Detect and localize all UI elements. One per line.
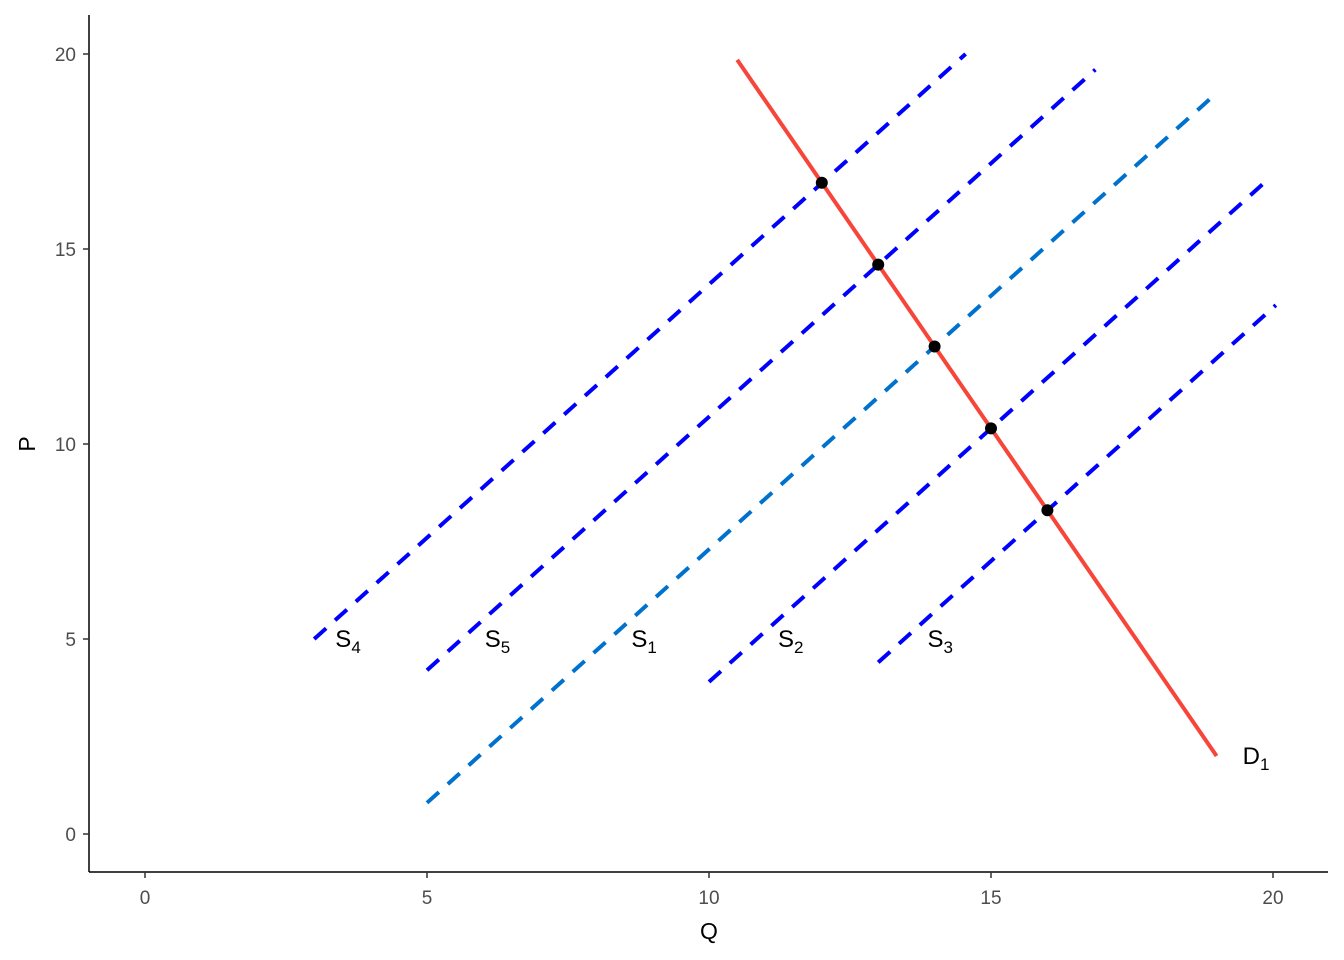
x-tick-label: 15 bbox=[980, 888, 1001, 909]
x-tick-label: 20 bbox=[1262, 888, 1283, 909]
equilibrium-point bbox=[872, 258, 885, 271]
series-label-S2: S2 bbox=[778, 626, 803, 657]
y-tick-label: 20 bbox=[55, 45, 76, 66]
plot-marks: S4 S5 S1 S2 S3 D1 bbox=[312, 52, 1278, 805]
y-axis-title: P bbox=[14, 436, 40, 451]
series-line-S5 bbox=[425, 68, 1097, 672]
y-tick-label: 5 bbox=[65, 630, 76, 651]
series-label-S4: S4 bbox=[335, 626, 360, 657]
x-tick-label: 0 bbox=[140, 888, 151, 909]
equilibrium-point bbox=[1041, 504, 1054, 517]
x-tick-label: 5 bbox=[422, 888, 433, 909]
y-tick-label: 15 bbox=[55, 240, 76, 261]
equilibrium-point bbox=[928, 340, 941, 353]
x-axis-title: Q bbox=[700, 918, 718, 944]
y-tick-label: 10 bbox=[55, 435, 76, 456]
series-label-D1: D1 bbox=[1243, 743, 1270, 774]
y-tick-label: 0 bbox=[65, 825, 76, 846]
series-line-S3 bbox=[876, 303, 1278, 664]
series-line-S1 bbox=[425, 91, 1218, 805]
series-label-S5: S5 bbox=[485, 626, 510, 657]
axis-ticks: 0 5 10 15 20 0 5 10 15 20 bbox=[55, 45, 1284, 909]
series-line-S4 bbox=[312, 52, 967, 641]
series-label-S1: S1 bbox=[631, 626, 656, 657]
series-label-S3: S3 bbox=[927, 626, 952, 657]
series-line-D1 bbox=[735, 58, 1219, 758]
x-tick-label: 10 bbox=[698, 888, 719, 909]
equilibrium-point bbox=[985, 422, 997, 435]
equilibrium-point bbox=[815, 176, 828, 189]
